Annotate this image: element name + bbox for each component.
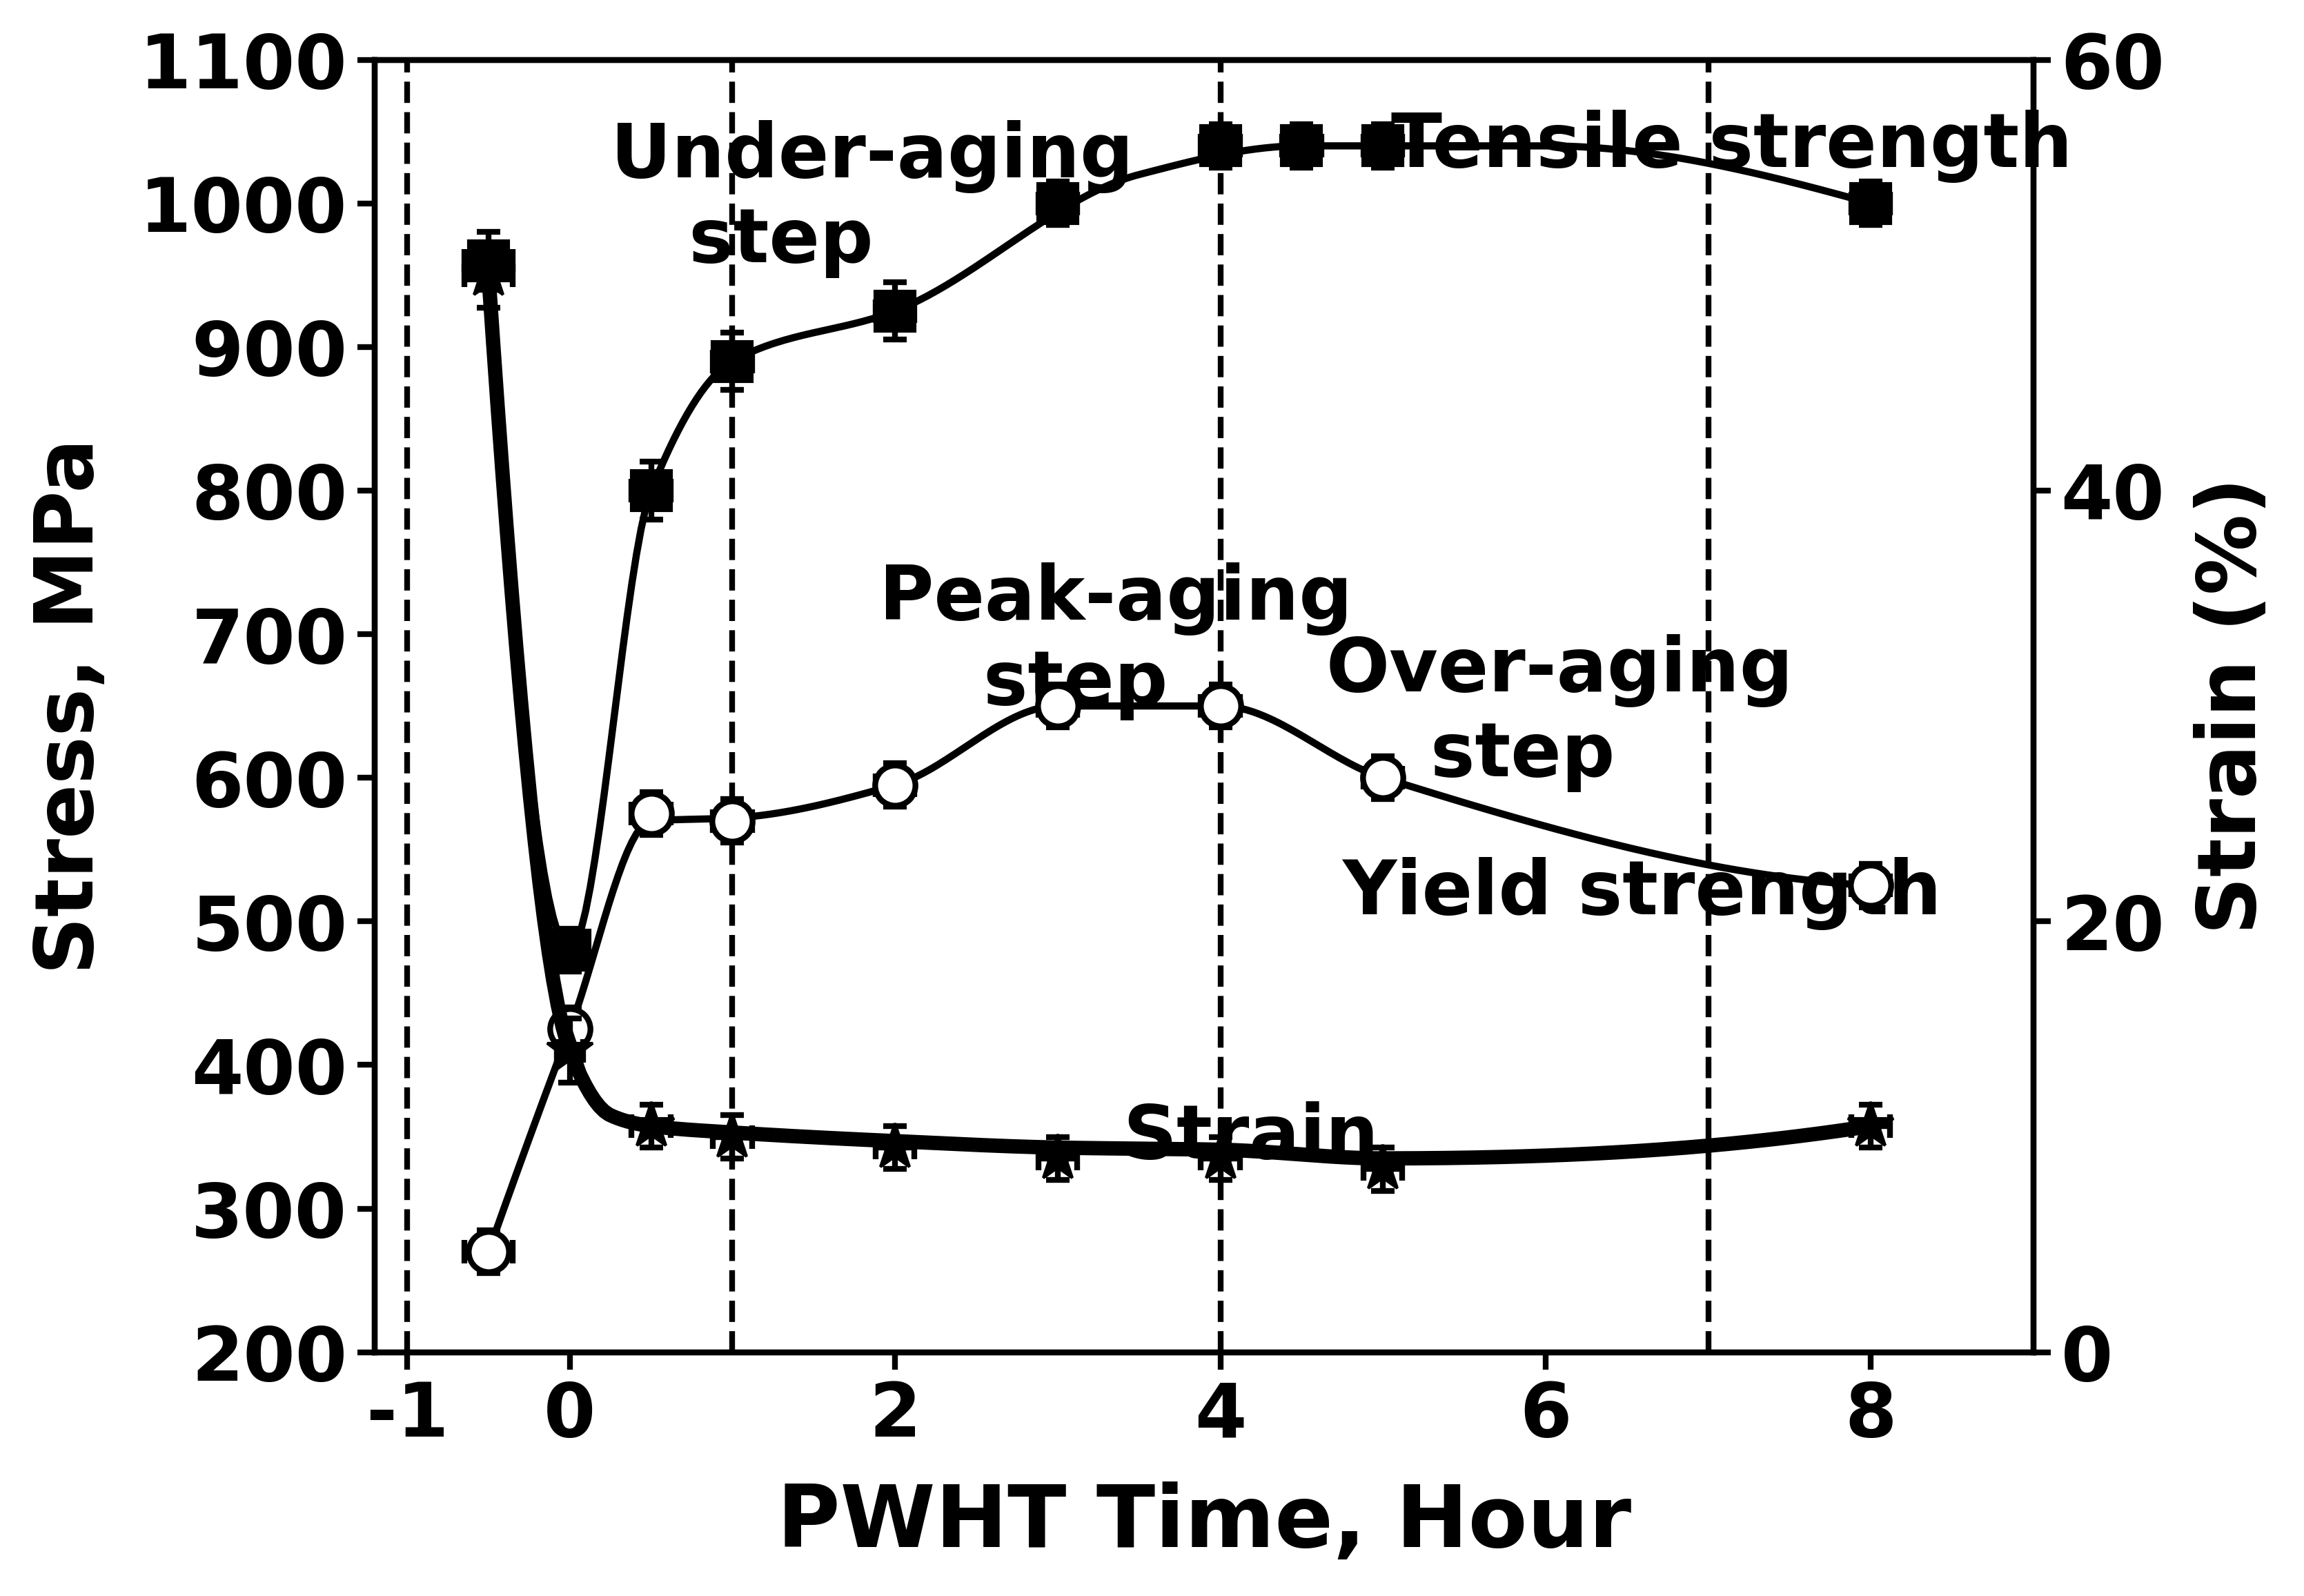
Y-axis label: Stress, MPa: Stress, MPa: [30, 437, 111, 974]
Text: Over-aging
    step: Over-aging step: [1327, 634, 1793, 792]
Text: Tensile strength: Tensile strength: [1392, 110, 2071, 184]
Y-axis label: Strain (%): Strain (%): [2193, 477, 2274, 935]
Text: Peak-aging
    step: Peak-aging step: [878, 562, 1352, 720]
Text: Yield strength: Yield strength: [1343, 857, 1942, 930]
X-axis label: PWHT Time, Hour: PWHT Time, Hour: [776, 1481, 1631, 1566]
Text: Strain: Strain: [1122, 1101, 1378, 1175]
Text: Under-aging
   step: Under-aging step: [611, 120, 1134, 278]
